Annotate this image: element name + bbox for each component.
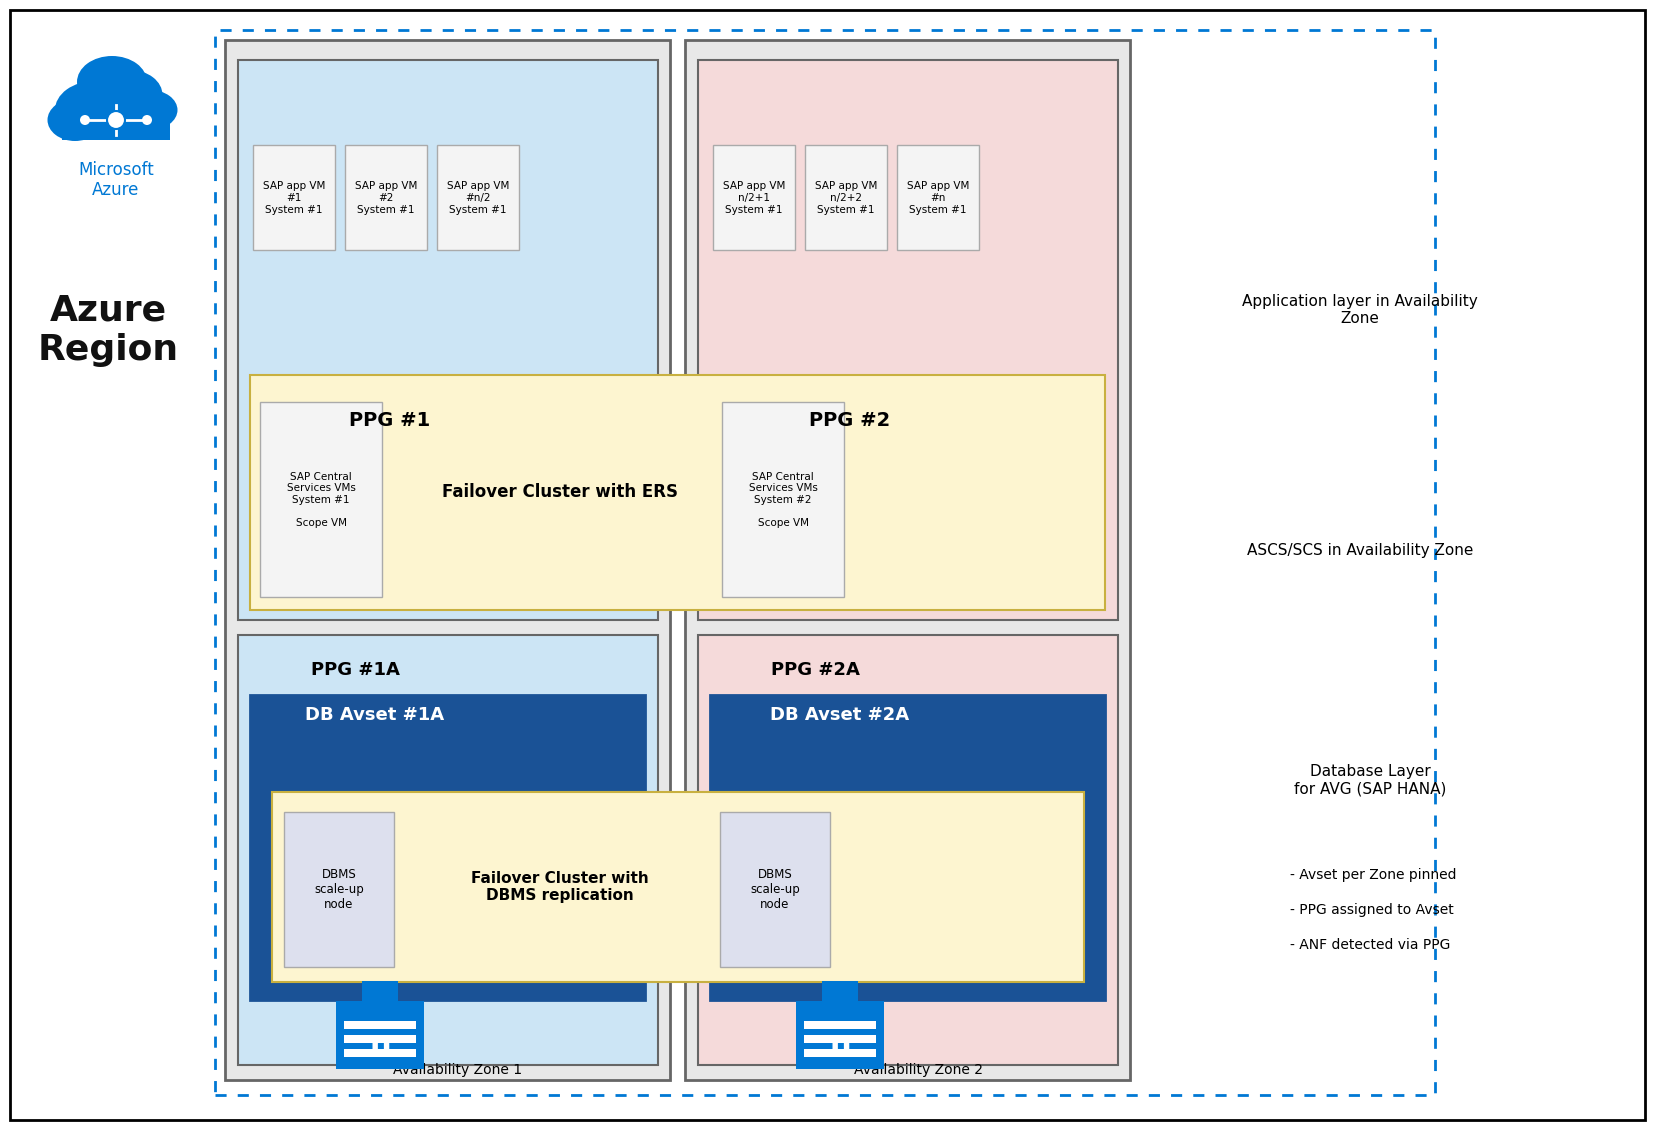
- Ellipse shape: [98, 70, 162, 120]
- Text: SAP app VM
#n
System #1: SAP app VM #n System #1: [907, 182, 970, 215]
- Bar: [437, 145, 520, 250]
- Text: SAP Central
Services VMs
System #2

Scope VM: SAP Central Services VMs System #2 Scope…: [748, 472, 818, 528]
- Bar: [344, 1049, 415, 1057]
- Bar: [250, 695, 645, 1000]
- Bar: [804, 1049, 875, 1057]
- Bar: [823, 981, 857, 1003]
- Bar: [722, 402, 844, 597]
- Bar: [61, 105, 170, 140]
- Bar: [710, 695, 1106, 1000]
- Bar: [344, 1022, 415, 1029]
- Bar: [804, 1022, 875, 1029]
- Text: DBMS
scale-up
node: DBMS scale-up node: [314, 868, 364, 911]
- Bar: [796, 1001, 884, 1069]
- Text: Availability Zone 2: Availability Zone 2: [854, 1063, 983, 1077]
- Text: Azure
Region: Azure Region: [38, 294, 179, 367]
- Text: n: n: [369, 1028, 391, 1058]
- Text: Microsoft
Azure: Microsoft Azure: [78, 160, 154, 199]
- Bar: [238, 60, 659, 620]
- Bar: [344, 1035, 415, 1043]
- Bar: [285, 812, 394, 967]
- Text: DB Avset #2A: DB Avset #2A: [771, 706, 910, 724]
- Ellipse shape: [48, 99, 103, 141]
- Text: SAP app VM
#n/2
System #1: SAP app VM #n/2 System #1: [447, 182, 510, 215]
- Bar: [698, 635, 1119, 1064]
- Circle shape: [108, 111, 126, 129]
- Bar: [685, 40, 1130, 1080]
- Bar: [215, 31, 1435, 1095]
- Ellipse shape: [55, 81, 136, 139]
- Text: - PPG assigned to Avset: - PPG assigned to Avset: [1289, 903, 1453, 918]
- Text: SAP Central
Services VMs
System #1

Scope VM: SAP Central Services VMs System #1 Scope…: [286, 472, 356, 528]
- Bar: [260, 402, 382, 597]
- Text: Database Layer
for AVG (SAP HANA): Database Layer for AVG (SAP HANA): [1294, 764, 1446, 797]
- Text: SAP app VM
n/2+1
System #1: SAP app VM n/2+1 System #1: [723, 182, 784, 215]
- Ellipse shape: [122, 90, 177, 130]
- Bar: [713, 145, 794, 250]
- Text: n: n: [829, 1028, 851, 1058]
- Bar: [336, 1001, 424, 1069]
- Bar: [250, 375, 1106, 610]
- Bar: [362, 981, 397, 1003]
- Text: - ANF detected via PPG: - ANF detected via PPG: [1289, 938, 1450, 951]
- Text: PPG #2: PPG #2: [809, 410, 890, 429]
- Bar: [897, 145, 980, 250]
- Text: Failover Cluster with
DBMS replication: Failover Cluster with DBMS replication: [472, 871, 649, 903]
- Text: Failover Cluster with ERS: Failover Cluster with ERS: [442, 483, 679, 501]
- Text: ASCS/SCS in Availability Zone: ASCS/SCS in Availability Zone: [1246, 542, 1473, 557]
- Bar: [804, 1035, 875, 1043]
- Bar: [344, 145, 427, 250]
- Text: DBMS
scale-up
node: DBMS scale-up node: [750, 868, 799, 911]
- Text: Application layer in Availability
Zone: Application layer in Availability Zone: [1243, 294, 1478, 327]
- Circle shape: [142, 115, 152, 125]
- Text: - Avset per Zone pinned: - Avset per Zone pinned: [1289, 868, 1456, 883]
- Text: PPG #2A: PPG #2A: [771, 661, 859, 679]
- Bar: [804, 145, 887, 250]
- Bar: [253, 145, 334, 250]
- Bar: [238, 635, 659, 1064]
- Bar: [271, 792, 1084, 982]
- Text: SAP app VM
n/2+2
System #1: SAP app VM n/2+2 System #1: [814, 182, 877, 215]
- Text: SAP app VM
#2
System #1: SAP app VM #2 System #1: [354, 182, 417, 215]
- Circle shape: [79, 115, 89, 125]
- Ellipse shape: [78, 56, 147, 108]
- Text: SAP app VM
#1
System #1: SAP app VM #1 System #1: [263, 182, 324, 215]
- Text: PPG #1A: PPG #1A: [311, 661, 399, 679]
- Text: PPG #1: PPG #1: [349, 410, 430, 429]
- Bar: [698, 60, 1119, 620]
- Text: Availability Zone 1: Availability Zone 1: [394, 1063, 523, 1077]
- Bar: [225, 40, 670, 1080]
- Text: DB Avset #1A: DB Avset #1A: [306, 706, 445, 724]
- Bar: [720, 812, 831, 967]
